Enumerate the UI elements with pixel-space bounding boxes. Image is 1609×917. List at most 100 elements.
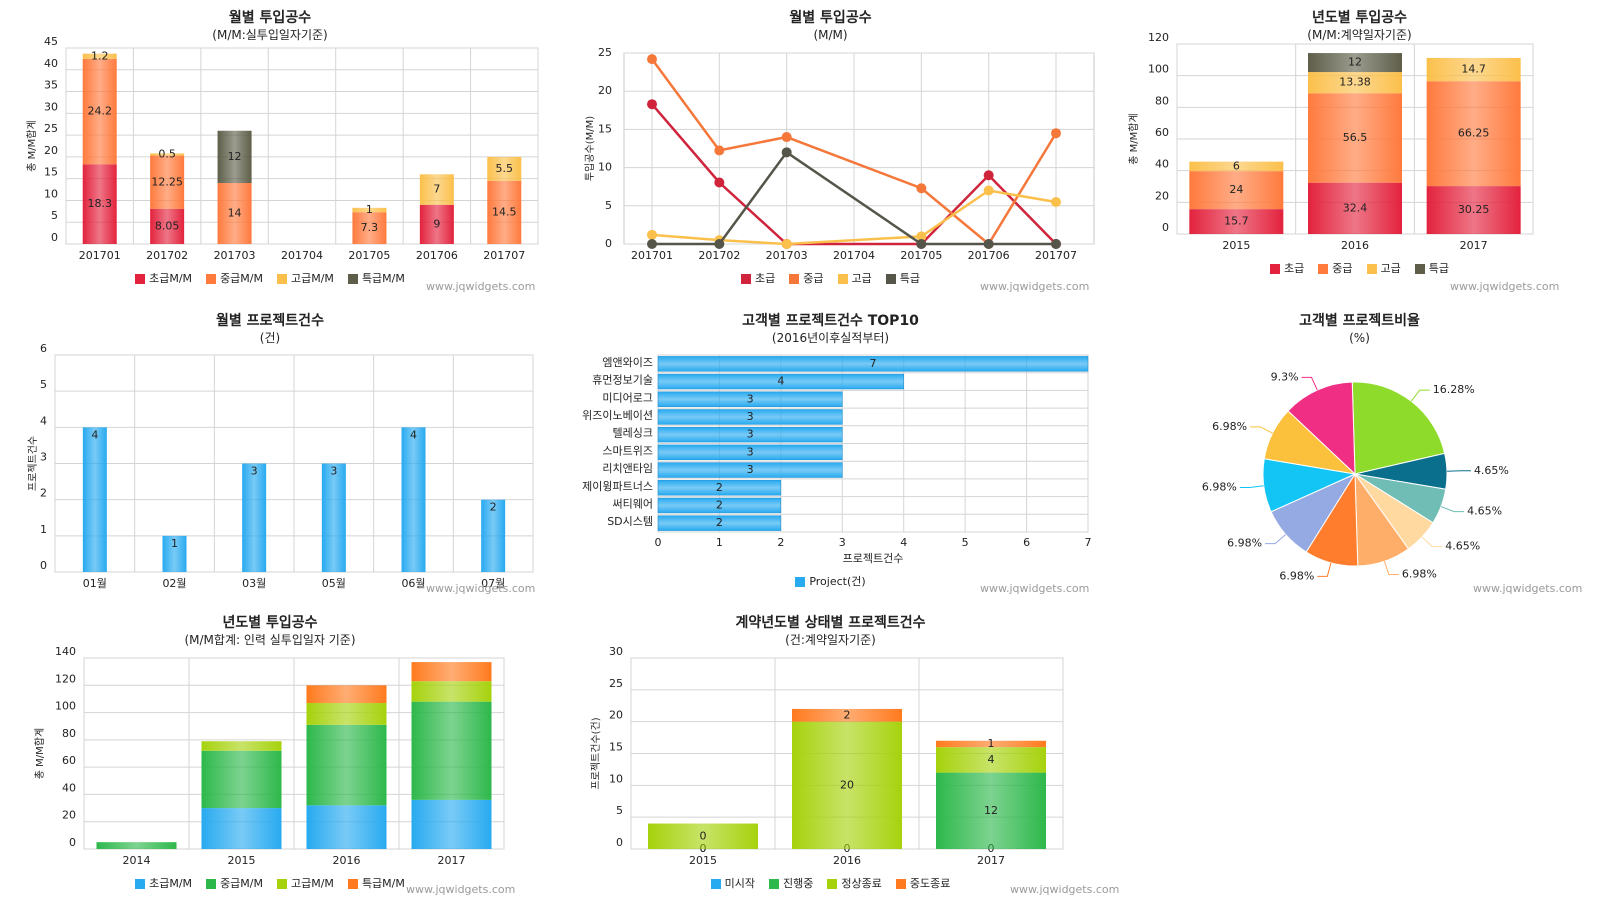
y-tick-label: 25: [609, 677, 623, 690]
legend-item[interactable]: 초급M/M: [135, 272, 192, 286]
slice-label: 6.98%: [1202, 481, 1237, 494]
bar: [162, 535, 187, 572]
watermark[interactable]: www.jqwidgets.com: [1450, 280, 1560, 293]
y-tick-label: 써티웨어: [613, 497, 653, 510]
legend-label: 고급: [851, 272, 872, 285]
data-point: [983, 185, 994, 196]
legend-item[interactable]: 고급: [837, 272, 872, 286]
data-label: 12: [228, 150, 242, 163]
legend-item[interactable]: 초급: [741, 272, 775, 286]
data-label: 0.5: [158, 147, 176, 160]
x-tick-label: 01월: [83, 577, 107, 590]
data-label: 6: [1233, 159, 1240, 172]
legend-item[interactable]: 진행중: [769, 877, 813, 891]
x-tick-label: 3: [839, 536, 846, 549]
chart-customer-ratio-pie: 16.28% 4.65% 4.65% 4.65% 6.98% 6.98% 6.98% 6.98…: [1202, 370, 1509, 582]
legend-item[interactable]: 특급: [1414, 262, 1449, 276]
x-tick-label: 4: [900, 536, 907, 549]
data-label: 4: [988, 753, 995, 766]
data-label: 7: [433, 183, 440, 196]
data-point: [1051, 196, 1061, 207]
data-label: 4: [91, 428, 98, 441]
y-tick-label: 45: [44, 35, 58, 48]
watermark[interactable]: www.jqwidgets.com: [1473, 582, 1583, 595]
legend-swatch: [1318, 264, 1329, 274]
x-tick-label: 201706: [968, 249, 1010, 262]
data-point: [647, 229, 657, 240]
legend-label: 초급: [755, 272, 776, 285]
data-point: [781, 132, 792, 143]
legend-item[interactable]: 초급M/M: [135, 877, 192, 891]
legend-label: 고급M/M: [291, 272, 334, 285]
legend-item[interactable]: 고급M/M: [277, 272, 334, 286]
bar-segment: [1189, 161, 1284, 172]
bar-segment: [1308, 182, 1402, 234]
x-tick-label: 2: [777, 536, 784, 549]
legend-label: 특급: [1428, 262, 1449, 275]
leader-line: [1410, 389, 1430, 402]
legend-item[interactable]: 특급: [885, 272, 920, 286]
chart-legend: Project(건): [558, 575, 1103, 591]
series-line: [652, 150, 1056, 246]
watermark[interactable]: www.jqwidgets.com: [980, 280, 1090, 293]
legend-label: 초급: [1284, 262, 1305, 275]
watermark[interactable]: www.jqwidgets.com: [1010, 883, 1120, 896]
chart-customer-top10: 0 1 2 3 4 5 6 7 7 엠앤와이즈 4 휴먼정보기술 3 미디어로그 3 위즈이노베이션 3 텔레싱크…: [582, 354, 1092, 565]
bar: [657, 373, 904, 390]
legend-item[interactable]: 특급M/M: [347, 877, 405, 891]
x-tick-label: 201701: [79, 249, 121, 262]
data-point: [1051, 128, 1061, 139]
legend-item[interactable]: 특급M/M: [347, 272, 405, 286]
bar-segment: [411, 799, 492, 849]
y-axis-label: 총 M/M합계: [1128, 113, 1140, 164]
y-tick-label: 0: [616, 836, 623, 849]
x-tick-label: 7: [1085, 536, 1092, 549]
y-tick-label: 20: [1155, 189, 1169, 202]
data-label: 7: [870, 357, 877, 370]
x-tick-label: 201704: [281, 249, 323, 262]
bar-segment: [150, 153, 185, 156]
legend-swatch: [347, 274, 358, 284]
legend-item[interactable]: 초급: [1270, 262, 1304, 276]
x-tick-label: 2014: [123, 854, 151, 867]
y-tick-label: 위즈이노베이션: [582, 409, 653, 422]
legend-item[interactable]: Project(건): [795, 575, 866, 589]
data-label: 3: [747, 445, 754, 458]
legend-swatch: [206, 879, 217, 889]
watermark[interactable]: www.jqwidgets.com: [406, 883, 516, 896]
data-point: [916, 231, 927, 242]
legend-item[interactable]: 중급: [789, 272, 824, 286]
data-label: 20: [840, 778, 854, 791]
y-tick-label: 40: [44, 57, 58, 70]
x-tick-label: 201702: [698, 249, 740, 262]
legend-item[interactable]: 고급M/M: [277, 877, 334, 891]
watermark[interactable]: www.jqwidgets.com: [980, 582, 1090, 595]
leader-line: [1265, 534, 1287, 545]
watermark[interactable]: www.jqwidgets.com: [426, 280, 536, 293]
bar-segment: [306, 805, 387, 849]
panel-yearly-mm-stacked: 년도별 투입공수 (M/M:계약일자기준) 0 20 40 60 80 100 120 201…: [1110, 0, 1609, 300]
data-label: 12: [984, 804, 998, 817]
legend-swatch: [895, 879, 906, 889]
data-label: 56.5: [1343, 131, 1368, 144]
data-label: 14: [228, 207, 242, 220]
data-label: 1: [171, 537, 178, 550]
legend-item[interactable]: 미시작: [710, 877, 755, 891]
data-label: 2: [716, 498, 723, 511]
legend-label: 특급M/M: [361, 877, 405, 890]
y-axis-label: 프로젝트건수(건): [590, 717, 602, 789]
y-tick-label: 10: [598, 161, 612, 174]
legend-item[interactable]: 중급M/M: [206, 272, 263, 286]
legend-item[interactable]: 중급M/M: [206, 877, 263, 891]
legend-item[interactable]: 고급: [1366, 262, 1401, 276]
watermark[interactable]: www.jqwidgets.com: [426, 582, 536, 595]
legend-item[interactable]: 중도종료: [895, 877, 950, 891]
bar-segment: [352, 207, 387, 213]
leader-line: [1421, 536, 1443, 548]
legend-swatch: [1366, 264, 1377, 274]
x-tick-label: 201705: [348, 249, 390, 262]
legend-item[interactable]: 정상종료: [827, 877, 882, 891]
legend-item[interactable]: 중급: [1318, 262, 1353, 276]
chart-title: 고객별 프로젝트비율: [1299, 313, 1420, 329]
